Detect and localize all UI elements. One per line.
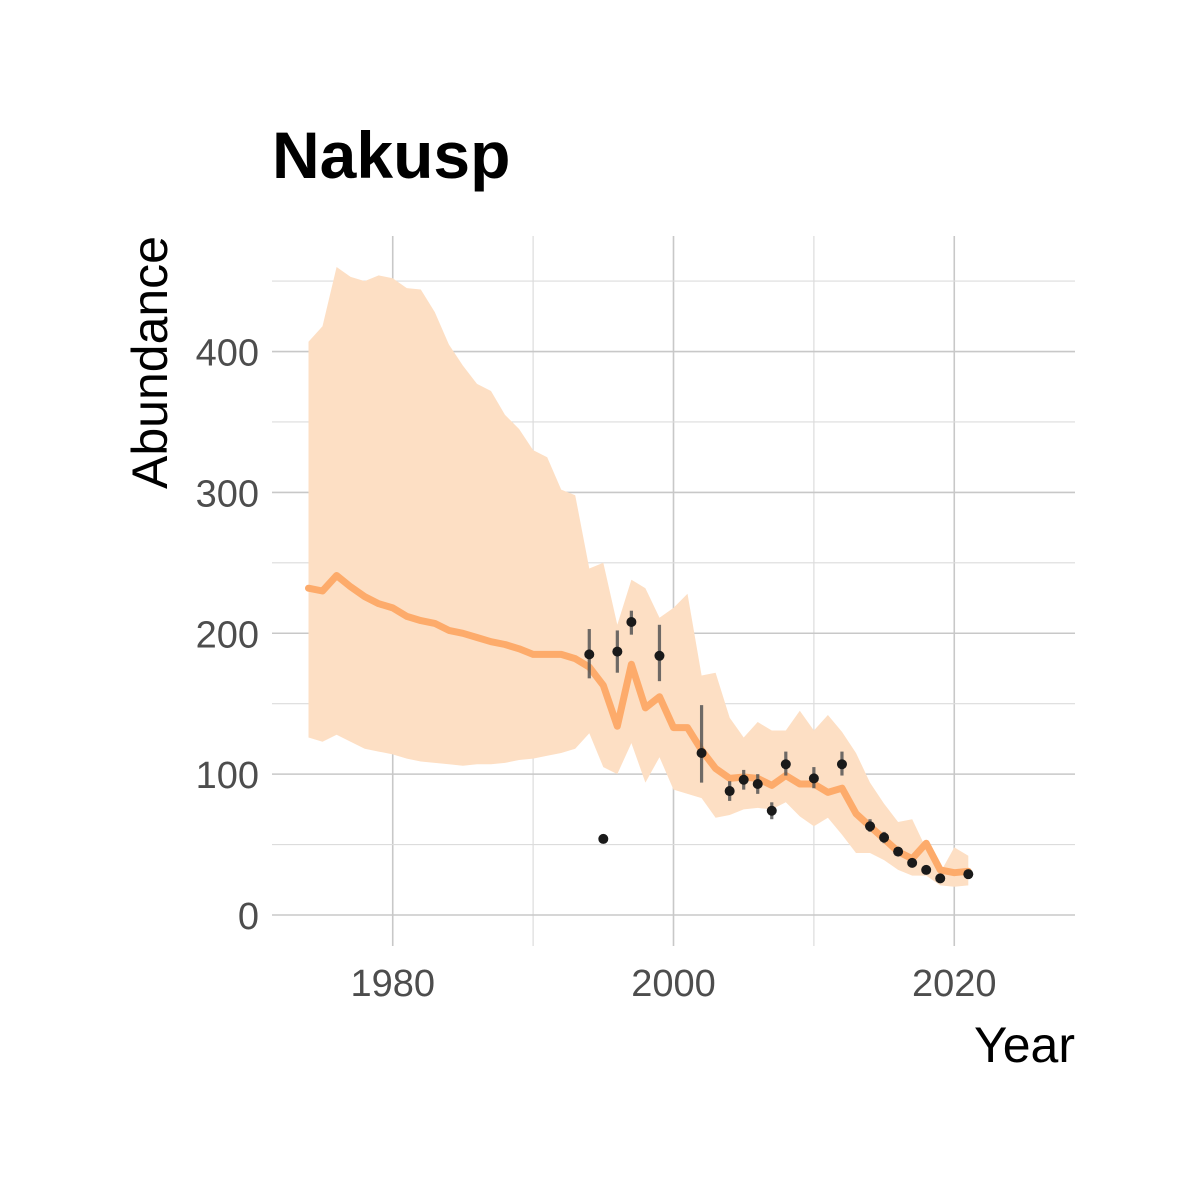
y-tick-label: 100 bbox=[196, 755, 259, 797]
y-tick-label: 200 bbox=[196, 614, 259, 656]
observation-point bbox=[598, 833, 609, 844]
observation-point bbox=[626, 616, 637, 627]
estimate-line-path bbox=[305, 572, 972, 877]
observation-point bbox=[584, 649, 595, 660]
observation-point bbox=[654, 650, 665, 661]
x-axis-tick-labels: 1980 2000 2020 bbox=[350, 963, 996, 1005]
observation-point bbox=[738, 774, 749, 785]
chart-title: Nakusp bbox=[272, 118, 510, 192]
confidence-ribbon-area bbox=[308, 267, 969, 887]
observation-point bbox=[724, 786, 735, 797]
observation-point bbox=[907, 857, 918, 868]
observation-point bbox=[696, 748, 707, 759]
y-axis-title: Abundance bbox=[122, 236, 178, 489]
x-tick-label: 2000 bbox=[631, 963, 716, 1005]
observation-point bbox=[893, 846, 904, 857]
observation-point bbox=[879, 832, 890, 843]
observation-point bbox=[612, 646, 623, 657]
estimate-line bbox=[305, 572, 972, 877]
observation-point bbox=[808, 773, 819, 784]
observation-point bbox=[865, 821, 876, 832]
x-tick-label: 1980 bbox=[350, 963, 435, 1005]
confidence-ribbon bbox=[308, 267, 969, 887]
y-tick-label: 0 bbox=[238, 896, 259, 938]
observation-point bbox=[836, 759, 847, 770]
observation-point bbox=[935, 873, 946, 884]
observation-points bbox=[584, 616, 974, 884]
y-axis-tick-labels: 0 100 200 300 400 bbox=[196, 333, 259, 938]
observation-point bbox=[921, 864, 932, 875]
observation-point bbox=[766, 805, 777, 816]
x-tick-label: 2020 bbox=[912, 963, 997, 1005]
observation-point bbox=[963, 869, 974, 880]
x-axis-title: Year bbox=[974, 1017, 1075, 1073]
y-tick-label: 400 bbox=[196, 333, 259, 375]
observation-point bbox=[752, 778, 763, 789]
observation-point bbox=[780, 759, 791, 770]
y-tick-label: 300 bbox=[196, 473, 259, 515]
